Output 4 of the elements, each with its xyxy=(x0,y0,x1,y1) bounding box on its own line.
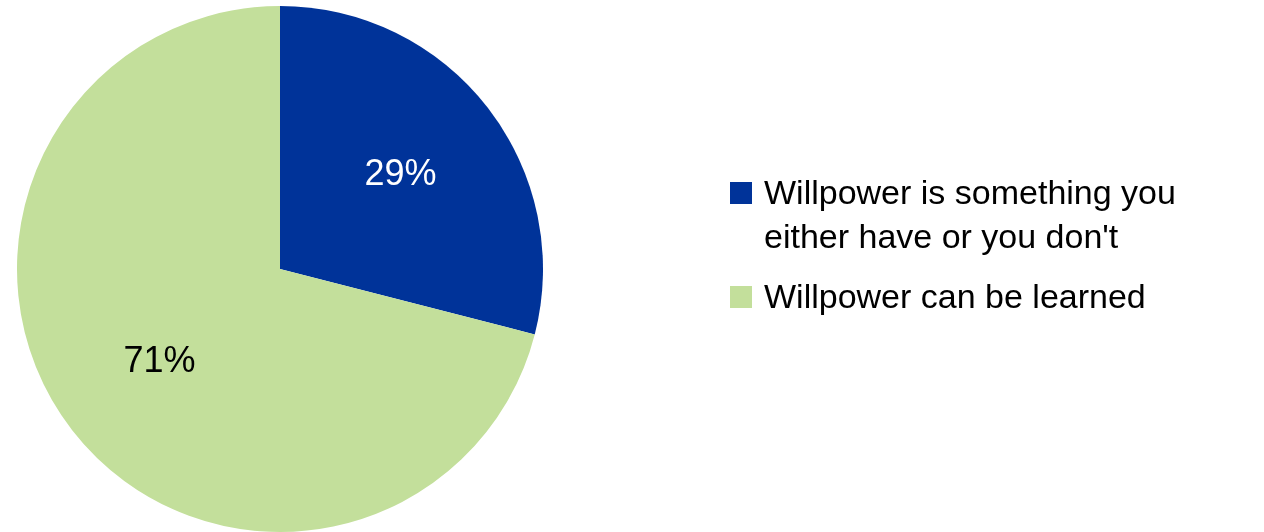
legend-label: Willpower can be learned xyxy=(764,276,1147,317)
data-label: 71% xyxy=(123,339,196,381)
legend-label: Willpower is something you either have or you don't xyxy=(764,172,1177,257)
data-label: 29% xyxy=(364,152,437,194)
